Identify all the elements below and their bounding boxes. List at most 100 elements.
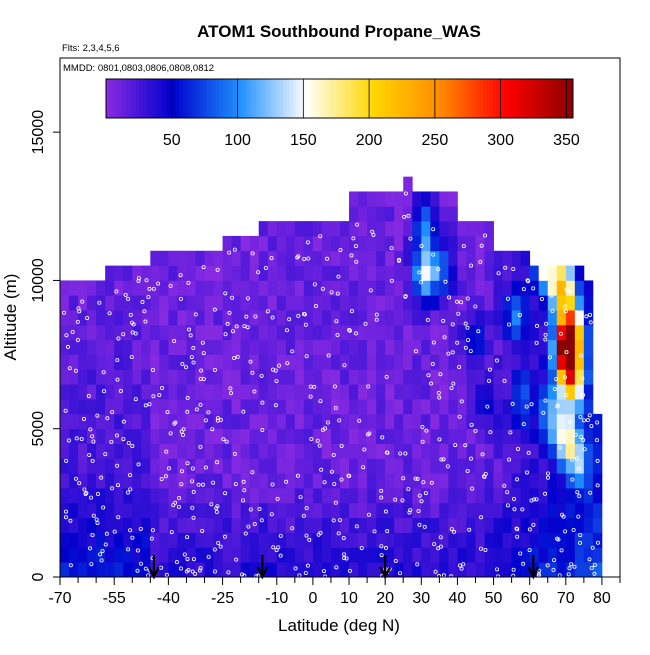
sample-point bbox=[505, 490, 510, 495]
colorbar-swatch bbox=[379, 79, 384, 118]
heatmap-cell bbox=[258, 502, 269, 519]
heatmap-cell bbox=[385, 547, 395, 563]
heatmap-cell bbox=[520, 532, 531, 548]
colorbar-swatch bbox=[286, 79, 290, 118]
heatmap-cell bbox=[403, 324, 413, 341]
heatmap-cell bbox=[376, 384, 386, 400]
x-axis: -70 -55 -40 -25 -10 0 10 20 30 40 50 60 70 80 bbox=[48, 577, 621, 607]
heatmap-cell bbox=[312, 250, 323, 266]
sample-point bbox=[520, 507, 525, 512]
heatmap-cell bbox=[511, 295, 522, 311]
heatmap-cell bbox=[96, 488, 106, 504]
x-tick-label: 0 bbox=[308, 590, 317, 607]
sample-point bbox=[552, 558, 557, 563]
sample-point bbox=[527, 548, 532, 553]
heatmap-cell bbox=[430, 473, 440, 489]
heatmap-layer bbox=[60, 176, 603, 577]
heatmap-cell bbox=[204, 517, 214, 533]
heatmap-cell bbox=[114, 339, 124, 355]
heatmap-cell bbox=[150, 502, 160, 519]
heatmap-cell bbox=[376, 413, 386, 430]
heatmap-cell bbox=[60, 354, 70, 370]
heatmap-cell bbox=[249, 502, 260, 519]
x-tick-label: 30 bbox=[412, 590, 430, 607]
sample-point bbox=[595, 483, 600, 488]
heatmap-cell bbox=[267, 280, 278, 296]
heatmap-cell bbox=[475, 384, 485, 400]
sample-point bbox=[171, 503, 176, 508]
heatmap-cell bbox=[159, 413, 169, 430]
heatmap-cell bbox=[547, 324, 558, 341]
heatmap-cell bbox=[385, 502, 395, 519]
sample-point bbox=[436, 546, 441, 551]
colorbar-swatch bbox=[262, 79, 267, 118]
heatmap-cell bbox=[177, 517, 187, 533]
colorbar-swatch bbox=[279, 79, 284, 118]
sample-point bbox=[163, 474, 168, 479]
sample-point bbox=[512, 507, 517, 512]
heatmap-cell bbox=[60, 428, 70, 444]
heatmap-cell bbox=[105, 384, 115, 400]
sample-point bbox=[63, 408, 68, 413]
sample-point bbox=[186, 280, 191, 285]
heatmap-cell bbox=[330, 250, 341, 266]
heatmap-cell bbox=[312, 265, 323, 281]
heatmap-cell bbox=[267, 488, 278, 504]
heatmap-cell bbox=[511, 339, 522, 355]
sample-point bbox=[469, 422, 474, 427]
heatmap-cell bbox=[367, 280, 377, 296]
sample-point bbox=[107, 311, 112, 316]
heatmap-cell bbox=[267, 502, 278, 519]
heatmap-cell bbox=[96, 562, 106, 577]
heatmap-cell bbox=[249, 517, 260, 533]
heatmap-cell bbox=[123, 413, 133, 430]
heatmap-cell bbox=[312, 428, 323, 444]
heatmap-cell bbox=[159, 399, 169, 415]
heatmap-cell bbox=[285, 399, 296, 415]
heatmap-cell bbox=[412, 369, 422, 385]
heatmap-cell bbox=[412, 399, 422, 415]
colorbar-swatch bbox=[312, 79, 317, 118]
heatmap-cell bbox=[520, 369, 531, 385]
heatmap-cell bbox=[105, 280, 115, 296]
y-tick-label: 5000 bbox=[30, 411, 47, 447]
heatmap-cell bbox=[105, 265, 115, 281]
heatmap-cell bbox=[412, 413, 422, 430]
sample-point bbox=[455, 299, 460, 304]
heatmap-cell bbox=[448, 428, 458, 444]
colorbar-swatch bbox=[559, 79, 564, 118]
sample-point bbox=[349, 253, 354, 258]
sample-point bbox=[143, 403, 148, 408]
sample-point bbox=[215, 267, 220, 272]
colorbar-swatch bbox=[222, 79, 227, 118]
heatmap-cell bbox=[448, 324, 458, 341]
sample-point bbox=[479, 243, 484, 248]
sample-point bbox=[341, 536, 346, 541]
heatmap-cell bbox=[96, 428, 106, 444]
heatmap-cell bbox=[114, 428, 124, 444]
heatmap-cell bbox=[231, 354, 242, 370]
heatmap-cell bbox=[367, 458, 377, 474]
heatmap-cell bbox=[195, 250, 205, 266]
sample-point bbox=[397, 257, 402, 262]
sample-point bbox=[75, 338, 80, 343]
heatmap-cell bbox=[231, 547, 242, 563]
heatmap-cell bbox=[213, 473, 223, 489]
sample-point bbox=[252, 522, 257, 527]
heatmap-cell bbox=[267, 547, 278, 563]
sample-point bbox=[227, 250, 232, 255]
sample-point bbox=[479, 515, 484, 520]
heatmap-cell bbox=[385, 235, 395, 252]
heatmap-cell bbox=[177, 488, 187, 504]
heatmap-cell bbox=[349, 235, 359, 252]
heatmap-cell bbox=[303, 265, 314, 281]
sample-point bbox=[75, 319, 80, 324]
heatmap-cell bbox=[222, 295, 233, 311]
sample-point bbox=[110, 486, 115, 491]
sample-point bbox=[379, 544, 384, 549]
heatmap-cell bbox=[340, 250, 350, 266]
colorbar-swatch bbox=[302, 79, 307, 118]
heatmap-cell bbox=[213, 562, 223, 577]
heatmap-cell bbox=[87, 517, 97, 533]
heatmap-cell bbox=[321, 354, 332, 370]
